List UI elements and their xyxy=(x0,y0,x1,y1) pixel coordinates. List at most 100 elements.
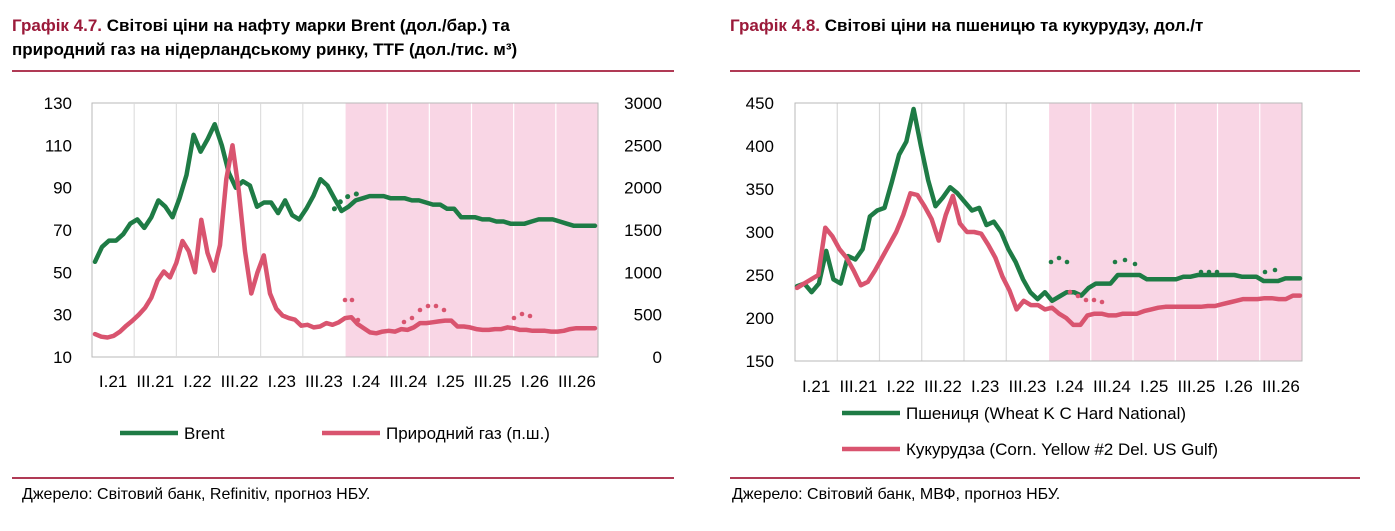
series-line-gas xyxy=(92,143,598,340)
forecast-dot xyxy=(511,315,517,321)
x-axis-tick-label: III.23 xyxy=(305,372,343,391)
chart-4-7-panel: Графік 4.7. Світові ціни на нафту марки … xyxy=(0,0,680,531)
right-axis-tick-label: 2000 xyxy=(624,179,662,198)
forecast-dot xyxy=(1048,259,1054,265)
plot-area xyxy=(794,102,1303,362)
series-line-brent xyxy=(92,121,598,265)
right-axis-tick-label: 1500 xyxy=(624,221,662,240)
forecast-dot xyxy=(1064,259,1070,265)
right-axis-tick-label: 2500 xyxy=(624,136,662,155)
x-axis-tick-label: III.25 xyxy=(1177,377,1215,396)
forecast-dot xyxy=(519,311,525,317)
forecast-dot xyxy=(409,315,415,321)
x-axis-tick-label: I.25 xyxy=(1140,377,1168,396)
left-axis-tick-label: 130 xyxy=(44,94,72,113)
forecast-dot xyxy=(1206,269,1212,275)
source-rule xyxy=(730,477,1360,479)
forecast-dot xyxy=(349,297,355,303)
series-line-wheat xyxy=(794,106,1303,304)
x-axis-tick-label: I.25 xyxy=(436,372,464,391)
chart-title-line1: Світові ціни на нафту марки Brent (дол./… xyxy=(106,16,510,35)
series-line-corn xyxy=(794,191,1303,328)
x-axis-tick-label: I.23 xyxy=(268,372,296,391)
legend-label-corn: Кукурудза (Corn. Yellow #2 Del. US Gulf) xyxy=(906,440,1218,459)
x-axis-tick-label: I.22 xyxy=(183,372,211,391)
x-axis-tick-label: III.24 xyxy=(389,372,427,391)
source-note: Джерело: Світовий банк, Refinitiv, прогн… xyxy=(22,486,371,503)
y-axis-tick-label: 300 xyxy=(746,223,774,242)
right-axis-tick-label: 1000 xyxy=(624,263,662,282)
forecast-dot xyxy=(1262,269,1268,275)
y-axis-tick-label: 250 xyxy=(746,266,774,285)
chart-number: Графік 4.8. xyxy=(730,16,821,35)
right-axis-tick-label: 0 xyxy=(653,348,662,367)
forecast-dot xyxy=(425,303,431,309)
forecast-dot xyxy=(1272,267,1278,273)
forecast-dot xyxy=(433,303,439,309)
chart-4-8-panel: Графік 4.8. Світові ціни на пшеницю та к… xyxy=(720,0,1395,531)
legend-label-wheat: Пшениця (Wheat K C Hard National) xyxy=(906,404,1186,423)
forecast-dot xyxy=(342,297,348,303)
chart-title-line2: природний газ на нідерландському ринку, … xyxy=(12,40,518,59)
forecast-dot xyxy=(417,307,423,313)
title-rule xyxy=(730,70,1360,72)
x-axis-tick-label: I.23 xyxy=(971,377,999,396)
x-axis-tick-label: III.24 xyxy=(1093,377,1131,396)
chart-4-8: 150 200 250 300 350 400 450 I.21 III.21 I.22 III.2… xyxy=(746,94,1303,459)
source-note: Джерело: Світовий банк, МВФ, прогноз НБУ… xyxy=(732,486,1061,503)
right-axis-tick-label: 3000 xyxy=(624,94,662,113)
chart-4-7: 10 30 50 70 90 110 130 0 500 1000 1500 2000 2500 3000… xyxy=(44,94,662,443)
forecast-dot xyxy=(441,307,447,313)
left-axis-tick-label: 90 xyxy=(53,179,72,198)
y-axis-tick-label: 450 xyxy=(746,94,774,113)
x-axis-tick-label: III.26 xyxy=(1262,377,1300,396)
left-axis-tick-label: 50 xyxy=(53,263,72,282)
x-axis-tick-label: I.26 xyxy=(1224,377,1252,396)
y-axis-tick-label: 350 xyxy=(746,180,774,199)
forecast-dot xyxy=(527,313,533,319)
forecast-dot xyxy=(1075,293,1081,299)
series-line-brent-alt xyxy=(331,191,366,212)
x-axis-tick-label: III.26 xyxy=(558,372,596,391)
right-axis-tick-label: 500 xyxy=(634,306,662,325)
x-axis-tick-label: I.22 xyxy=(886,377,914,396)
forecast-dot xyxy=(355,317,361,323)
left-axis-tick-label: 30 xyxy=(53,306,72,325)
forecast-dot xyxy=(401,319,407,325)
x-axis-tick-label: I.21 xyxy=(802,377,830,396)
x-axis-tick-label: I.24 xyxy=(1055,377,1083,396)
x-axis-tick-label: III.23 xyxy=(1008,377,1046,396)
source-rule xyxy=(12,477,674,479)
forecast-dot xyxy=(1056,255,1062,261)
chart-number: Графік 4.7. xyxy=(12,16,103,35)
forecast-dot xyxy=(1214,269,1220,275)
x-axis-tick-label: III.21 xyxy=(136,372,174,391)
left-axis-tick-label: 70 xyxy=(53,221,72,240)
x-axis-tick-label: III.25 xyxy=(474,372,512,391)
x-axis-tick-label: III.22 xyxy=(221,372,259,391)
legend-label-gas: Природний газ (п.ш.) xyxy=(386,424,550,443)
x-axis-tick-label: I.26 xyxy=(521,372,549,391)
forecast-dot xyxy=(1067,289,1073,295)
forecast-dot xyxy=(1198,269,1204,275)
legend-label-brent: Brent xyxy=(184,424,225,443)
chart-title: Графік 4.8. Світові ціни на пшеницю та к… xyxy=(730,14,1203,38)
y-axis-tick-label: 150 xyxy=(746,352,774,371)
left-axis-tick-label: 10 xyxy=(53,348,72,367)
forecast-dot xyxy=(1091,297,1097,303)
forecast-dot xyxy=(1132,261,1138,267)
chart-title: Графік 4.7. Світові ціни на нафту марки … xyxy=(12,14,517,62)
forecast-dot xyxy=(1112,259,1118,265)
forecast-dot xyxy=(1083,297,1089,303)
forecast-dot xyxy=(1099,299,1105,305)
left-axis-tick-label: 110 xyxy=(45,136,72,155)
x-axis-tick-label: I.24 xyxy=(352,372,380,391)
chart-title-text: Світові ціни на пшеницю та кукурудзу, до… xyxy=(824,16,1204,35)
x-axis-tick-label: I.21 xyxy=(99,372,127,391)
title-rule xyxy=(12,70,674,72)
y-axis-tick-label: 200 xyxy=(746,309,774,328)
plot-area xyxy=(91,102,599,358)
x-axis-tick-label: III.21 xyxy=(839,377,877,396)
forecast-dot xyxy=(1122,257,1128,263)
y-axis-tick-label: 400 xyxy=(746,137,774,156)
